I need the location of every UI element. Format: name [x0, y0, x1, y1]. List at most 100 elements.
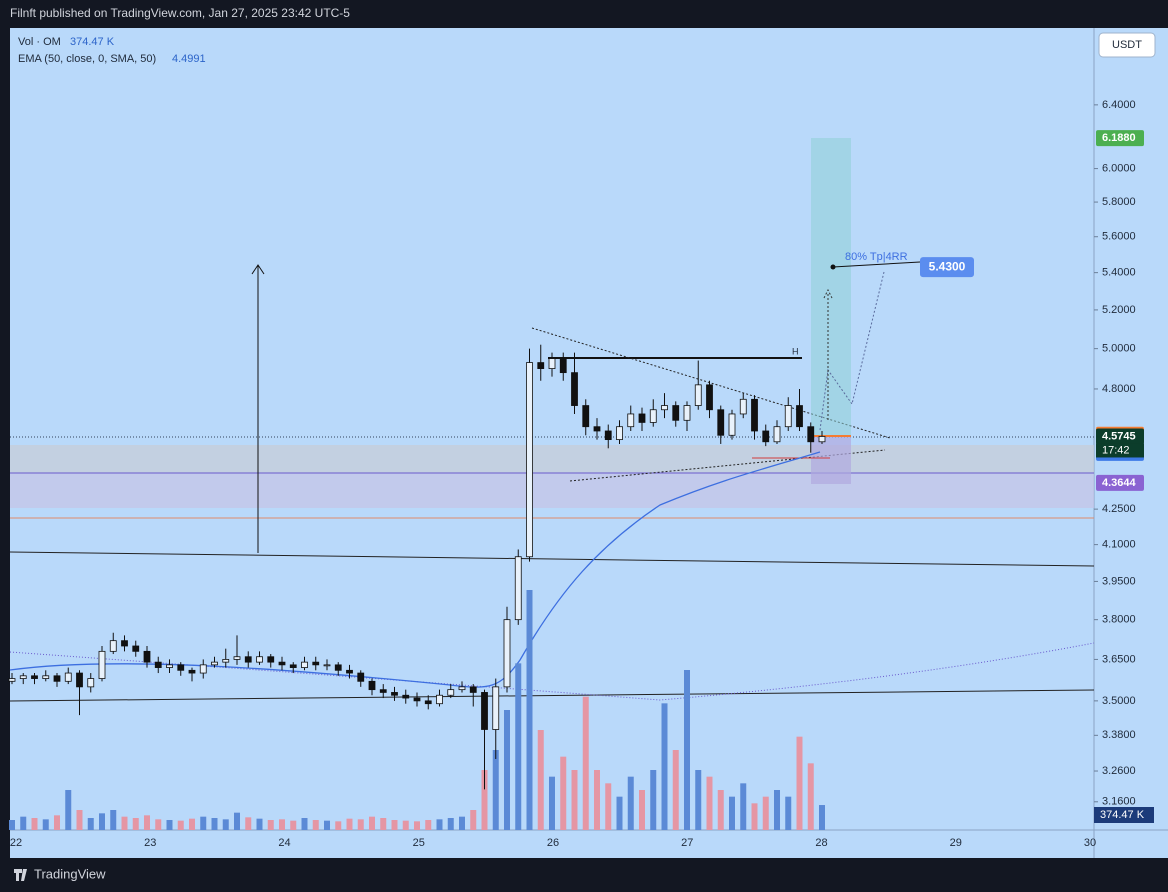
- volume-bar: [279, 819, 285, 830]
- candle-body: [717, 409, 725, 436]
- candle-body: [469, 686, 477, 693]
- volume-bar: [594, 770, 600, 830]
- x-tick-label: 29: [950, 837, 962, 849]
- legend-ema: EMA (50, close, 0, SMA, 50): [18, 53, 156, 65]
- y-tick-label: 5.4000: [1102, 267, 1136, 279]
- volume-bar: [99, 813, 105, 830]
- candle-body: [143, 650, 151, 663]
- volume-bar: [380, 818, 387, 830]
- volume-bar: [537, 730, 544, 830]
- candle-body: [762, 430, 770, 443]
- candle-body: [413, 697, 421, 702]
- candle-body: [492, 686, 500, 730]
- candle-body: [739, 398, 747, 415]
- currency-label[interactable]: USDT: [1112, 39, 1142, 51]
- candle-body: [222, 659, 230, 663]
- volume-bar: [177, 820, 184, 830]
- candle-body: [154, 661, 162, 668]
- volume-bar: [672, 750, 679, 830]
- volume-bar: [301, 818, 308, 830]
- drawings: [9, 138, 1095, 702]
- projection: [819, 271, 885, 431]
- volume-bar: [144, 815, 150, 830]
- volume-bar: [200, 816, 207, 830]
- currency-button[interactable]: [1098, 32, 1156, 58]
- y-tick-label: 5.6000: [1102, 231, 1136, 243]
- price-badge-label: 4.3644: [1102, 477, 1137, 489]
- candle-body: [53, 675, 61, 682]
- volume-bar: [121, 816, 128, 830]
- volume-bar: [290, 820, 297, 830]
- y-tick-label: 6.0000: [1102, 162, 1136, 174]
- marks: 6.4000 6.0000 5.8000 5.6000 5.4000 5.2000 5.00…: [8, 99, 1154, 849]
- volume-bar: [762, 796, 769, 830]
- volume-bar: [819, 805, 825, 830]
- candle-body: [64, 672, 72, 682]
- volume-bar: [729, 796, 735, 830]
- candle-body: [503, 619, 511, 688]
- candle-body: [593, 426, 601, 432]
- volume-bar: [740, 783, 747, 830]
- volume-bar: [155, 819, 162, 830]
- y-tick-label: 5.0000: [1102, 343, 1136, 355]
- volume-bar: [166, 820, 173, 830]
- volume-bar: [807, 763, 814, 830]
- candle-body: [98, 650, 106, 679]
- zone: [10, 445, 1094, 473]
- target-line: [832, 261, 921, 268]
- projection: [823, 288, 833, 420]
- candle-body: [481, 692, 488, 730]
- candle-body: [571, 372, 578, 406]
- volume-bar: [256, 818, 263, 830]
- x-tick-label: 23: [144, 837, 156, 849]
- volume-bar: [627, 776, 634, 830]
- candle-body: [627, 413, 635, 428]
- candle-body: [188, 669, 196, 674]
- stop-zone: [811, 436, 851, 484]
- candle-body: [31, 675, 38, 679]
- volume-bar: [650, 770, 657, 830]
- candle-body: [166, 664, 173, 668]
- volume-bar: [582, 696, 589, 830]
- candle-body: [233, 656, 241, 660]
- price-badge-label: 4.5745: [1102, 430, 1136, 442]
- target-badge-label: 5.4300: [929, 259, 966, 273]
- volume-bar: [54, 815, 60, 830]
- volume-bar: [492, 750, 499, 830]
- y-tick-label: 4.2500: [1102, 503, 1136, 515]
- x-tick-label: 25: [413, 837, 425, 849]
- candle-body: [661, 405, 668, 411]
- candle-body: [334, 664, 342, 671]
- volume-bar: [369, 816, 375, 830]
- candle-body: [514, 556, 522, 621]
- volume-bar: [267, 820, 274, 830]
- volume-bar: [526, 590, 533, 830]
- target-label: 80% Tp|4RR: [845, 251, 908, 263]
- candle-body: [8, 678, 16, 682]
- volume-bar: [234, 812, 240, 830]
- candle-body: [616, 426, 623, 441]
- candle-body: [694, 384, 702, 406]
- x-tick-label: 26: [547, 837, 559, 849]
- volume-bar: [695, 770, 702, 830]
- footer-logo: [14, 869, 27, 881]
- y-tick-label: 4.8000: [1102, 383, 1136, 395]
- volume-bar: [571, 770, 578, 830]
- candle-body: [109, 640, 117, 652]
- candle-body: [267, 656, 275, 663]
- volume-bar: [110, 810, 117, 830]
- y-tick-label: 5.8000: [1102, 196, 1136, 208]
- volume-bar: [684, 670, 690, 830]
- price-badge: [1096, 130, 1144, 147]
- volume-bar: [42, 819, 49, 830]
- volume-bar: [639, 790, 645, 830]
- volume-bar: [549, 776, 555, 830]
- y-tick-label: 3.3800: [1102, 729, 1136, 741]
- volume-bar: [312, 820, 319, 830]
- price-badge-label: 6.1880: [1102, 132, 1136, 144]
- volume-bar: [31, 818, 38, 830]
- candle-body: [19, 675, 27, 679]
- volume-bar: [751, 803, 758, 830]
- candle-body: [199, 664, 207, 674]
